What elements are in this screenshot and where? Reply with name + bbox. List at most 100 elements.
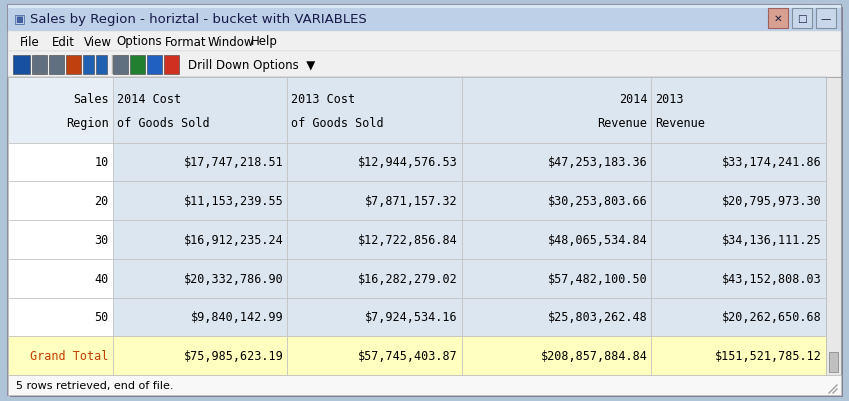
Text: Format: Format — [165, 35, 206, 49]
Text: $25,803,262.48: $25,803,262.48 — [548, 311, 648, 324]
Text: $43,152,808.03: $43,152,808.03 — [722, 272, 822, 285]
Bar — [8, 259, 113, 298]
Bar — [8, 143, 113, 182]
Text: $57,482,100.50: $57,482,100.50 — [548, 272, 648, 285]
Text: 2013 Cost: 2013 Cost — [291, 93, 356, 106]
Bar — [462, 182, 651, 221]
Bar — [113, 182, 287, 221]
Bar — [113, 298, 287, 336]
Bar — [462, 221, 651, 259]
Text: □: □ — [797, 14, 807, 24]
Text: $30,253,803.66: $30,253,803.66 — [548, 194, 648, 208]
Bar — [651, 143, 826, 182]
Text: Drill Down Options  ▼: Drill Down Options ▼ — [188, 59, 315, 71]
Text: $16,282,279.02: $16,282,279.02 — [358, 272, 458, 285]
Text: $151,521,785.12: $151,521,785.12 — [715, 349, 822, 362]
Bar — [287, 298, 462, 336]
Bar — [113, 259, 287, 298]
Bar — [462, 143, 651, 182]
Text: $7,871,157.32: $7,871,157.32 — [365, 194, 458, 208]
Text: 40: 40 — [94, 272, 109, 285]
Bar — [8, 375, 841, 395]
Text: 2014: 2014 — [619, 93, 648, 106]
Text: $33,174,241.86: $33,174,241.86 — [722, 156, 822, 169]
Text: Window: Window — [207, 35, 254, 49]
Text: File: File — [20, 35, 40, 49]
Bar — [8, 221, 113, 259]
Text: 2014 Cost: 2014 Cost — [117, 93, 181, 106]
FancyBboxPatch shape — [97, 55, 108, 74]
Text: 2013: 2013 — [655, 93, 684, 106]
Bar — [462, 336, 651, 375]
FancyBboxPatch shape — [816, 9, 836, 29]
FancyBboxPatch shape — [768, 9, 788, 29]
Text: $57,745,403.87: $57,745,403.87 — [358, 349, 458, 362]
Bar — [8, 52, 841, 78]
Bar — [287, 143, 462, 182]
Text: ✕: ✕ — [773, 14, 783, 24]
Bar — [113, 78, 287, 143]
Text: 50: 50 — [94, 311, 109, 324]
FancyBboxPatch shape — [66, 55, 82, 74]
Text: Region: Region — [66, 117, 109, 130]
Bar — [8, 6, 841, 9]
Text: Edit: Edit — [52, 35, 75, 49]
Bar — [651, 78, 826, 143]
Text: Help: Help — [250, 35, 278, 49]
Bar — [113, 336, 287, 375]
Bar — [651, 221, 826, 259]
Text: $34,136,111.25: $34,136,111.25 — [722, 233, 822, 246]
Bar — [8, 32, 841, 52]
Text: Revenue: Revenue — [598, 117, 648, 130]
Text: $7,924,534.16: $7,924,534.16 — [365, 311, 458, 324]
Text: Options: Options — [116, 35, 161, 49]
FancyBboxPatch shape — [165, 55, 179, 74]
Text: View: View — [84, 35, 112, 49]
FancyBboxPatch shape — [14, 55, 31, 74]
Bar — [8, 336, 113, 375]
Text: Revenue: Revenue — [655, 117, 706, 130]
Bar — [287, 259, 462, 298]
Text: $11,153,239.55: $11,153,239.55 — [183, 194, 284, 208]
Text: $48,065,534.84: $48,065,534.84 — [548, 233, 648, 246]
FancyBboxPatch shape — [131, 55, 145, 74]
FancyBboxPatch shape — [148, 55, 162, 74]
Text: $75,985,623.19: $75,985,623.19 — [183, 349, 284, 362]
Bar — [462, 259, 651, 298]
Bar — [651, 298, 826, 336]
Text: $20,332,786.90: $20,332,786.90 — [183, 272, 284, 285]
Bar — [829, 352, 838, 372]
Text: Grand Total: Grand Total — [31, 349, 109, 362]
Bar — [113, 221, 287, 259]
Text: —: — — [821, 14, 831, 24]
Bar — [287, 336, 462, 375]
FancyBboxPatch shape — [792, 9, 812, 29]
Text: $208,857,884.84: $208,857,884.84 — [541, 349, 648, 362]
Text: of Goods Sold: of Goods Sold — [291, 117, 384, 130]
Bar — [8, 298, 113, 336]
Bar — [287, 182, 462, 221]
Text: $47,253,183.36: $47,253,183.36 — [548, 156, 648, 169]
Bar — [826, 78, 841, 375]
Text: 10: 10 — [94, 156, 109, 169]
Bar — [8, 78, 826, 375]
Text: 20: 20 — [94, 194, 109, 208]
Text: 30: 30 — [94, 233, 109, 246]
Text: $20,795,973.30: $20,795,973.30 — [722, 194, 822, 208]
Bar — [651, 182, 826, 221]
Bar — [462, 298, 651, 336]
Bar — [462, 78, 651, 143]
Bar — [287, 78, 462, 143]
Bar — [287, 221, 462, 259]
Bar — [651, 336, 826, 375]
Text: $9,840,142.99: $9,840,142.99 — [191, 311, 284, 324]
Bar — [8, 78, 113, 143]
Bar — [651, 259, 826, 298]
Bar — [8, 6, 841, 32]
FancyBboxPatch shape — [32, 55, 48, 74]
FancyBboxPatch shape — [83, 55, 94, 74]
Text: Sales: Sales — [73, 93, 109, 106]
Text: of Goods Sold: of Goods Sold — [117, 117, 210, 130]
Text: Sales by Region - horiztal - bucket with VARIABLES: Sales by Region - horiztal - bucket with… — [30, 12, 367, 25]
Text: 5 rows retrieved, end of file.: 5 rows retrieved, end of file. — [16, 380, 173, 390]
